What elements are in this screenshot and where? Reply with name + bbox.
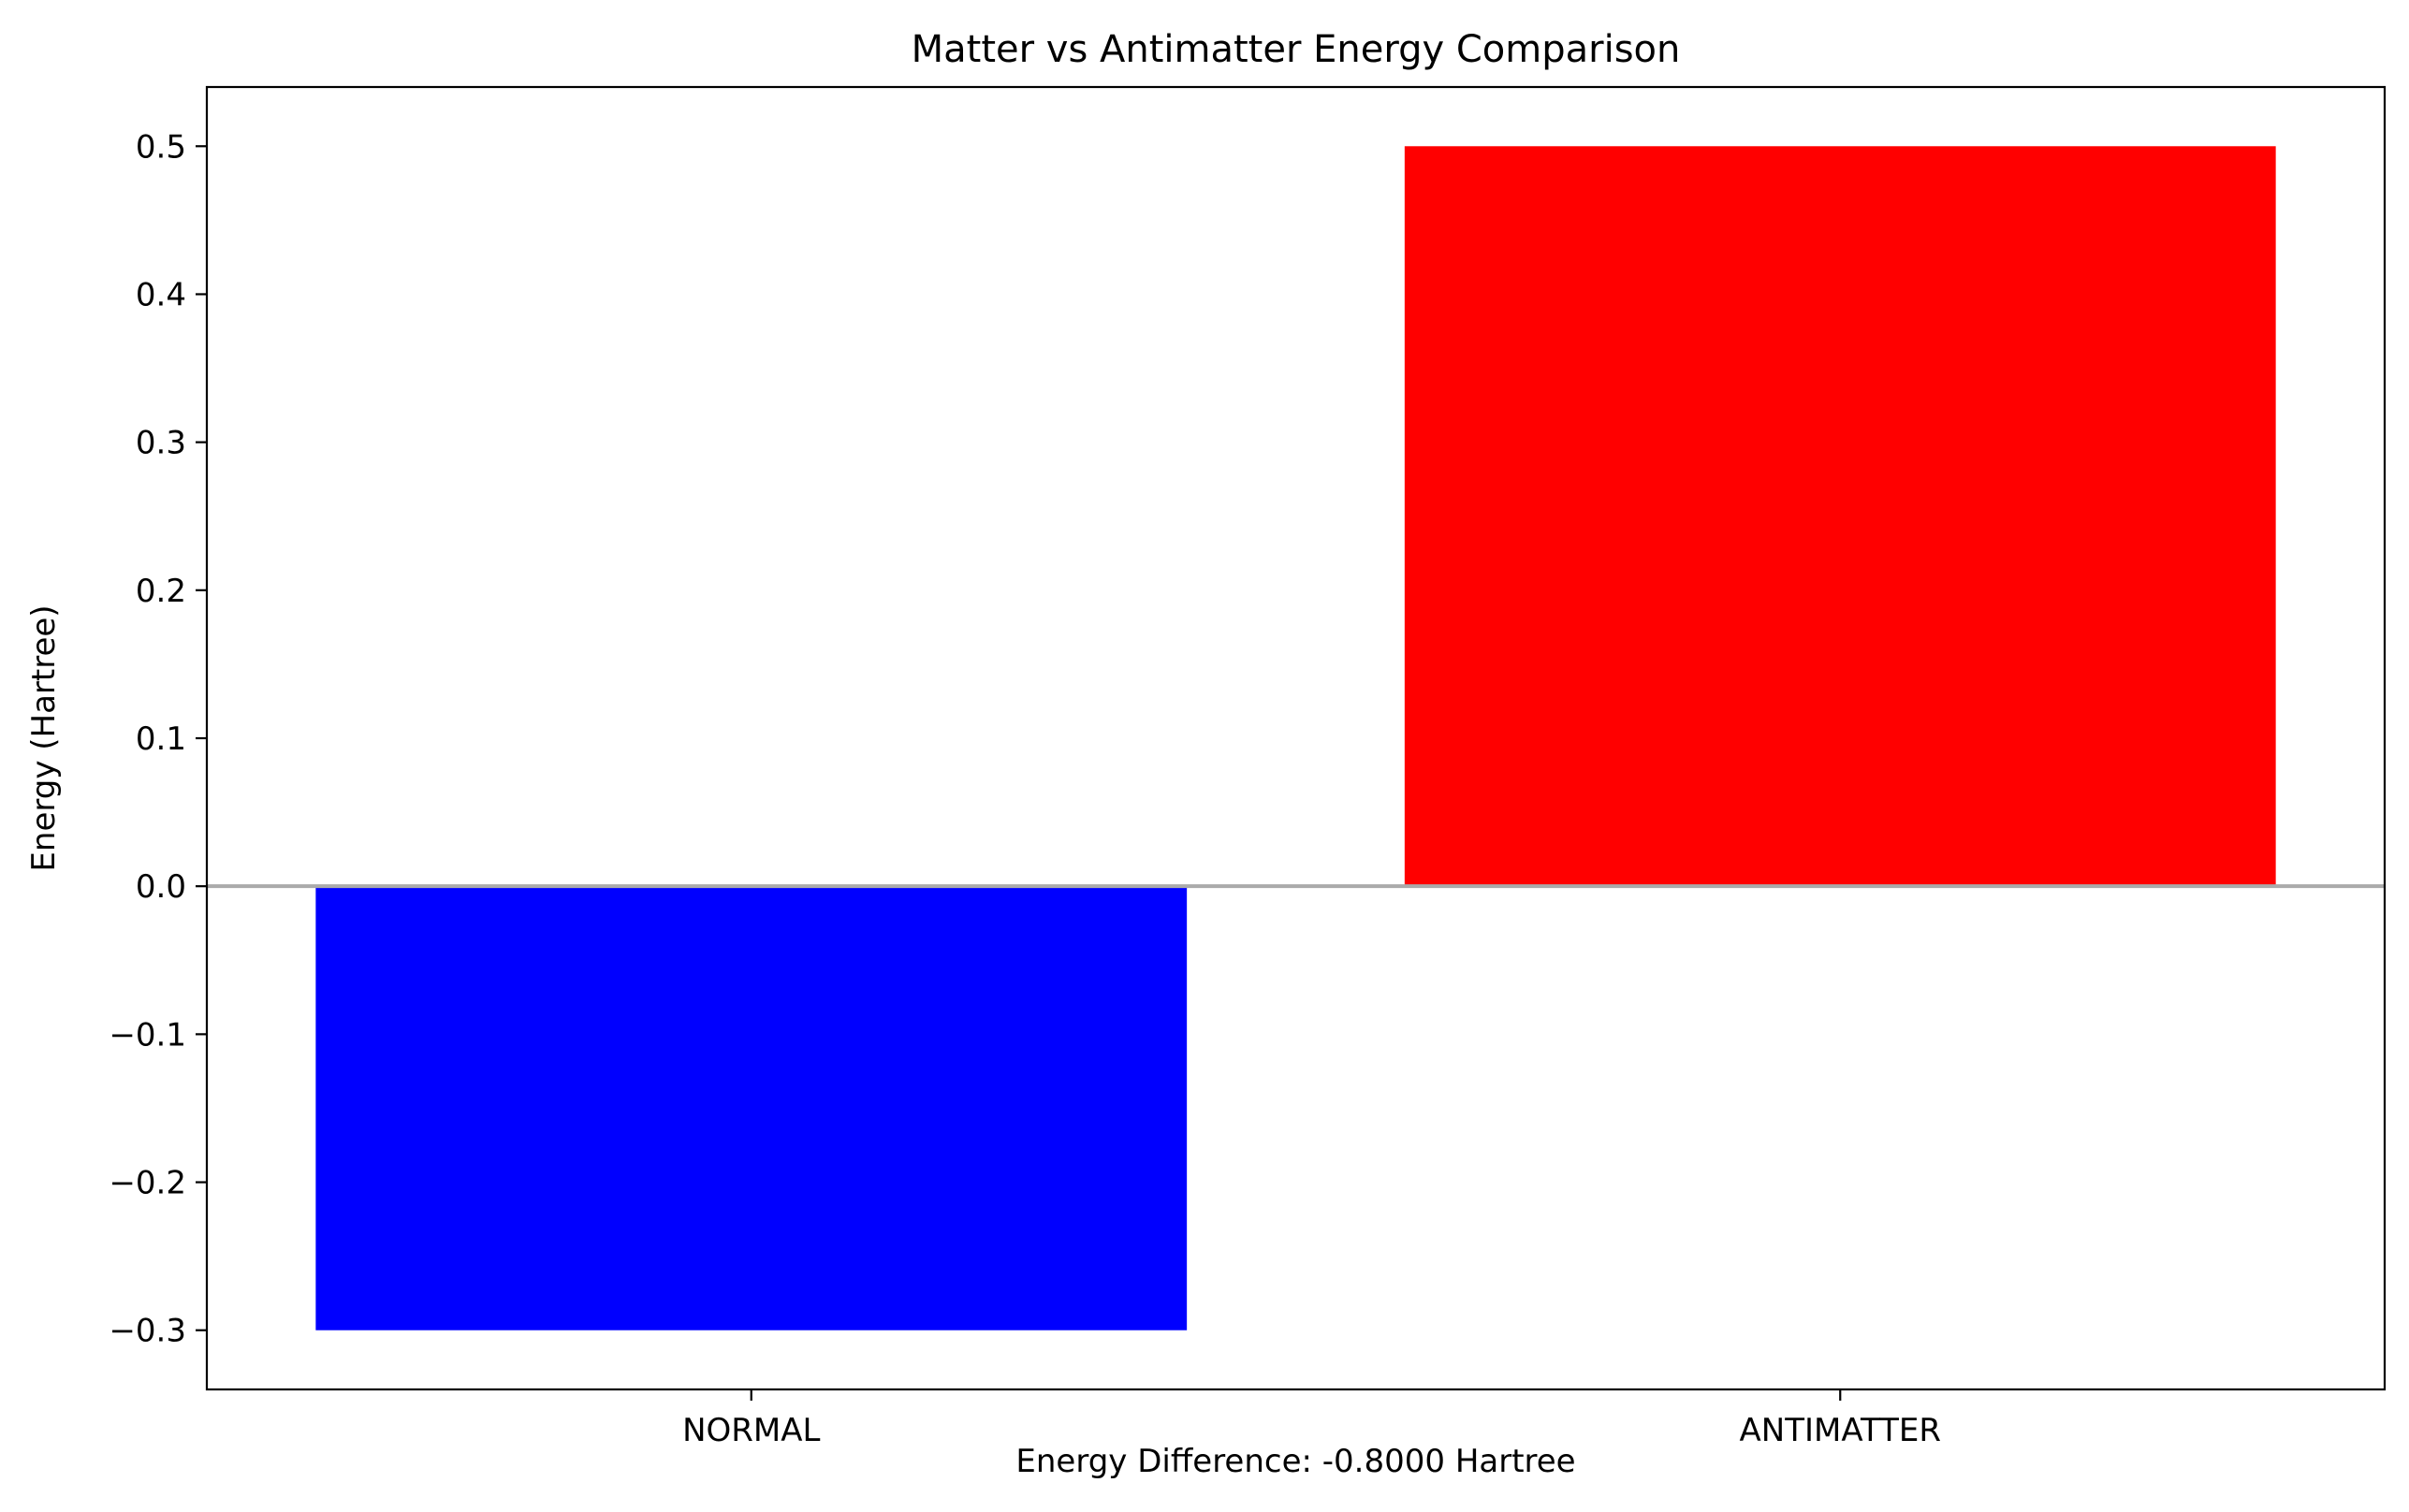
energy-difference-annotation: Energy Difference: -0.8000 Hartree — [1015, 1443, 1575, 1480]
y-tick-label: 0.4 — [136, 276, 186, 313]
bar-antimatter — [1404, 146, 2276, 887]
chart-title: Matter vs Antimatter Energy Comparison — [912, 28, 1681, 71]
y-tick-label: −0.3 — [109, 1313, 186, 1350]
bar-normal — [315, 886, 1188, 1330]
y-tick-label: 0.1 — [136, 720, 186, 758]
y-tick-label: 0.5 — [136, 128, 186, 166]
y-tick-label: 0.2 — [136, 573, 186, 610]
y-tick-label: −0.2 — [109, 1165, 186, 1202]
x-tick-label: NORMAL — [682, 1412, 820, 1449]
y-tick-label: 0.3 — [136, 425, 186, 462]
y-axis-label: Energy (Hartree) — [25, 604, 63, 871]
y-tick-label: 0.0 — [136, 868, 186, 906]
y-tick-label: −0.1 — [109, 1016, 186, 1054]
y-axis: −0.3 −0.2 −0.1 0.0 0.1 0.2 0.3 0.4 0.5 — [109, 128, 207, 1350]
x-axis: NORMAL ANTIMATTER — [682, 1389, 1941, 1449]
bars-layer — [315, 146, 2276, 1330]
x-tick-label: ANTIMATTER — [1740, 1412, 1942, 1449]
